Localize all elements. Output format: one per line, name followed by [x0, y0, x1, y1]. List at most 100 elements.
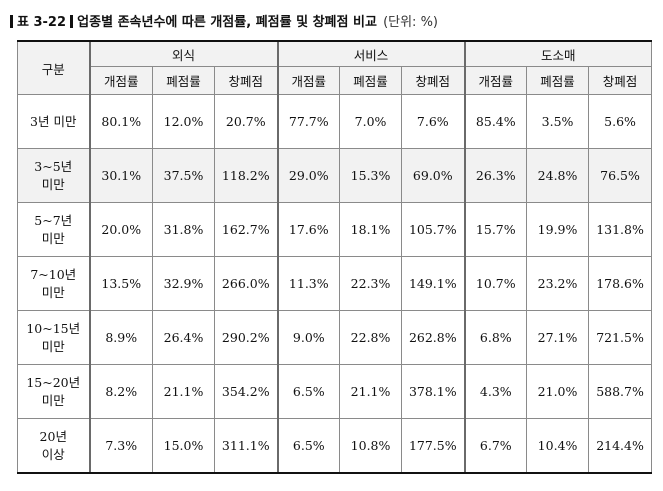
table-cell: 19.9% — [526, 202, 590, 257]
table-cell: 18.1% — [339, 202, 403, 257]
table-cell: 354.2% — [213, 364, 279, 419]
caption-unit: (단위: %) — [383, 15, 438, 30]
row-label-line1: 3년 미만 — [30, 113, 77, 129]
table-cell: 69.0% — [401, 148, 466, 203]
metric-header-close-rate: 폐점률 — [339, 66, 403, 95]
row-label-line1: 10~15년 — [26, 320, 81, 336]
metric-header-open-rate: 개점률 — [276, 66, 341, 95]
row-label: 15~20년 미만 — [17, 364, 90, 419]
table-cell: 178.6% — [588, 256, 653, 311]
metric-header-ratio: 창폐점 — [588, 66, 653, 95]
table-cell: 8.9% — [88, 310, 153, 365]
caption-number: 표 3-22 — [17, 15, 67, 30]
metric-header-ratio: 창폐점 — [213, 66, 279, 95]
table-cell: 85.4% — [463, 94, 528, 149]
caption-bar-right — [70, 15, 74, 28]
table-cell: 21.0% — [526, 364, 590, 419]
table-cell: 29.0% — [276, 148, 341, 203]
table-cell: 588.7% — [588, 364, 653, 419]
group-header-retail: 도소매 — [463, 40, 653, 67]
table-cell: 27.1% — [526, 310, 590, 365]
table-cell: 9.0% — [276, 310, 341, 365]
group-header-service: 서비스 — [276, 40, 466, 67]
table-cell: 13.5% — [88, 256, 153, 311]
table-cell: 721.5% — [588, 310, 653, 365]
table-cell: 5.6% — [588, 94, 653, 149]
table-cell: 311.1% — [213, 418, 279, 474]
table-cell: 20.0% — [88, 202, 153, 257]
table-cell: 21.1% — [152, 364, 215, 419]
table-row: 5~7년 미만 20.0% 31.8% 162.7% 17.6% 18.1% 10… — [17, 202, 653, 257]
row-label: 3년 미만 — [17, 94, 90, 149]
row-label-line2: 이상 — [41, 446, 65, 462]
table-cell: 266.0% — [213, 256, 279, 311]
table-row: 3~5년 미만 30.1% 37.5% 118.2% 29.0% 15.3% 69… — [17, 148, 653, 203]
table-cell: 177.5% — [401, 418, 466, 474]
caption-title: 업종별 존속년수에 따른 개점률, 폐점률 및 창폐점 비교 — [77, 15, 377, 30]
table-cell: 26.4% — [152, 310, 215, 365]
table-row: 15~20년 미만 8.2% 21.1% 354.2% 6.5% 21.1% 37… — [17, 364, 653, 419]
table-row: 3년 미만 80.1% 12.0% 20.7% 77.7% 7.0% 7.6% … — [17, 94, 653, 149]
caption-bar-left — [10, 15, 13, 28]
row-label-line2: 미만 — [41, 284, 65, 300]
row-label-line1: 3~5년 — [34, 158, 73, 174]
table-cell: 262.8% — [401, 310, 466, 365]
metric-header-open-rate: 개점률 — [88, 66, 153, 95]
table-cell: 8.2% — [88, 364, 153, 419]
table-cell: 20.7% — [213, 94, 279, 149]
row-label: 5~7년 미만 — [17, 202, 90, 257]
header-row-metrics: 개점률 폐점률 창폐점 개점률 폐점률 창폐점 개점률 폐점률 창폐점 — [18, 66, 653, 95]
metric-header-close-rate: 폐점률 — [526, 66, 590, 95]
metric-header-ratio: 창폐점 — [401, 66, 466, 95]
table-cell: 10.7% — [463, 256, 528, 311]
row-label-line1: 20년 — [39, 428, 67, 444]
group-header-food: 외식 — [88, 40, 279, 67]
table-cell: 7.0% — [339, 94, 403, 149]
row-label-line1: 7~10년 — [30, 266, 77, 282]
table-cell: 11.3% — [276, 256, 341, 311]
table-cell: 24.8% — [526, 148, 590, 203]
table-cell: 6.8% — [463, 310, 528, 365]
row-header-label: 구분 — [17, 40, 90, 95]
table-cell: 7.6% — [401, 94, 466, 149]
row-label-line2: 미만 — [41, 176, 65, 192]
table-cell: 118.2% — [213, 148, 279, 203]
row-label-line2: 미만 — [41, 230, 65, 246]
table-cell: 290.2% — [213, 310, 279, 365]
row-label-line2: 미만 — [41, 392, 65, 408]
table-cell: 10.8% — [339, 418, 403, 474]
table-cell: 378.1% — [401, 364, 466, 419]
metric-header-close-rate: 폐점률 — [152, 66, 215, 95]
table-cell: 131.8% — [588, 202, 653, 257]
table-cell: 6.5% — [276, 418, 341, 474]
table-cell: 105.7% — [401, 202, 466, 257]
table-cell: 21.1% — [339, 364, 403, 419]
table-cell: 80.1% — [88, 94, 153, 149]
table-cell: 15.3% — [339, 148, 403, 203]
table-cell: 22.3% — [339, 256, 403, 311]
table-cell: 149.1% — [401, 256, 466, 311]
table-cell: 6.5% — [276, 364, 341, 419]
header-row-groups: 구분 외식 서비스 도소매 — [17, 40, 653, 95]
table-cell: 3.5% — [526, 94, 590, 149]
table-cell: 32.9% — [152, 256, 215, 311]
table-cell: 23.2% — [526, 256, 590, 311]
table-cell: 30.1% — [88, 148, 153, 203]
table-caption: 표 3-22 업종별 존속년수에 따른 개점률, 폐점률 및 창폐점 비교 (단… — [10, 13, 438, 33]
table-cell: 15.7% — [463, 202, 528, 257]
table-cell: 22.8% — [339, 310, 403, 365]
table-cell: 77.7% — [276, 94, 341, 149]
table-cell: 15.0% — [152, 418, 215, 474]
table-cell: 4.3% — [463, 364, 528, 419]
comparison-table: 구분 외식 서비스 도소매 개점률 폐점률 창폐점 개점률 폐점률 창폐점 개점… — [17, 40, 653, 474]
table-cell: 12.0% — [152, 94, 215, 149]
table-cell: 76.5% — [588, 148, 653, 203]
row-label-line2: 미만 — [41, 338, 65, 354]
table-cell: 7.3% — [88, 418, 153, 474]
table-cell: 6.7% — [463, 418, 528, 474]
